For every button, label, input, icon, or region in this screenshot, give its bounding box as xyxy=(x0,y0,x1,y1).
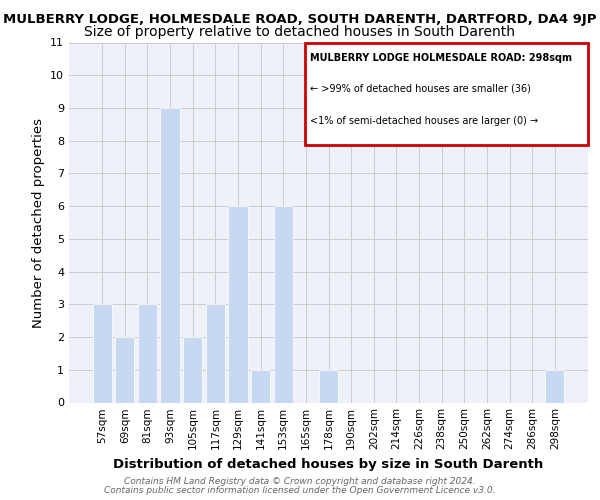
Text: Contains HM Land Registry data © Crown copyright and database right 2024.: Contains HM Land Registry data © Crown c… xyxy=(124,477,476,486)
Bar xyxy=(92,304,112,402)
Text: ← >99% of detached houses are smaller (36): ← >99% of detached houses are smaller (3… xyxy=(310,84,531,94)
Bar xyxy=(138,304,157,402)
FancyBboxPatch shape xyxy=(305,42,588,145)
Bar xyxy=(319,370,338,402)
Bar xyxy=(115,337,134,402)
Text: Size of property relative to detached houses in South Darenth: Size of property relative to detached ho… xyxy=(85,25,515,39)
Bar xyxy=(229,206,248,402)
Bar xyxy=(274,206,293,402)
Text: MULBERRY LODGE HOLMESDALE ROAD: 298sqm: MULBERRY LODGE HOLMESDALE ROAD: 298sqm xyxy=(310,54,572,64)
X-axis label: Distribution of detached houses by size in South Darenth: Distribution of detached houses by size … xyxy=(113,458,544,471)
Text: <1% of semi-detached houses are larger (0) →: <1% of semi-detached houses are larger (… xyxy=(310,116,538,126)
Bar xyxy=(206,304,225,402)
Bar xyxy=(183,337,202,402)
Bar xyxy=(160,108,180,403)
Y-axis label: Number of detached properties: Number of detached properties xyxy=(32,118,44,328)
Text: MULBERRY LODGE, HOLMESDALE ROAD, SOUTH DARENTH, DARTFORD, DA4 9JP: MULBERRY LODGE, HOLMESDALE ROAD, SOUTH D… xyxy=(3,12,597,26)
Text: Contains public sector information licensed under the Open Government Licence v3: Contains public sector information licen… xyxy=(104,486,496,495)
Bar xyxy=(545,370,565,402)
Bar xyxy=(251,370,270,402)
